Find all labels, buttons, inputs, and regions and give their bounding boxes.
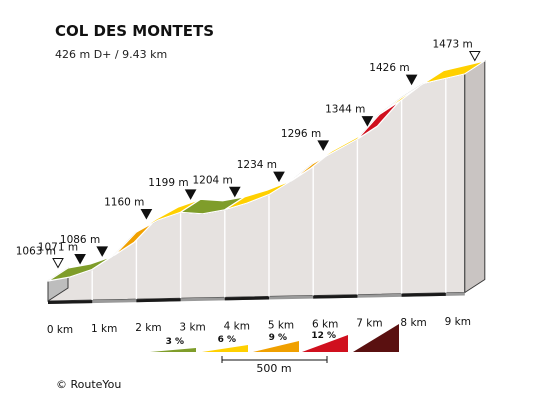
profile-geometry: 0 km 1 km 2 km 3 km 4 km 5 km 6 km 7 km 8 km 9 km… [16, 38, 486, 336]
legend-percent-label: 9 % [269, 333, 287, 343]
chart-subtitle: 426 m D+ / 9.43 km [55, 48, 167, 61]
km-marker-triangle [317, 140, 330, 151]
elevation-label: 1199 m [148, 177, 188, 189]
km-tick-label: 7 km [356, 318, 382, 330]
legend-wedge-6-9 [253, 341, 299, 352]
base-strip-dark [401, 292, 446, 297]
scale-label: 500 m [256, 362, 291, 375]
elevation-label: 1344 m [325, 104, 365, 116]
km-tick-label: 6 km [312, 319, 338, 331]
km-marker-triangle [405, 74, 418, 86]
km-marker-triangle [140, 209, 153, 220]
base-strip-dark [136, 298, 181, 303]
km-tick-label: 0 km [47, 324, 73, 336]
km-tick-label: 9 km [445, 316, 471, 328]
endpoint-marker-open [52, 258, 64, 269]
elevation-label: 1426 m [369, 62, 409, 74]
elevation-label: 1086 m [60, 234, 100, 246]
legend-wedge-12+ [353, 324, 399, 352]
elevation-label: 1160 m [104, 197, 144, 209]
legend-percent-label: 12 % [311, 331, 336, 341]
legend-percent-label: 3 % [166, 337, 184, 347]
km-tick-label: 8 km [400, 317, 426, 329]
km-tick-label: 1 km [91, 323, 117, 335]
elevation-label: 1063 m [16, 246, 56, 258]
gradient-legend: 3 % 6 % 9 % 12 % 500 m [150, 324, 399, 375]
km-tick-label: 2 km [135, 322, 161, 334]
legend-wedge-0-3 [150, 348, 196, 352]
elevation-label: 1473 m [433, 38, 473, 50]
km-marker-triangle [96, 246, 109, 257]
km-marker-triangle [74, 253, 86, 265]
elevation-label: 1296 m [281, 128, 321, 140]
elevation-label: 1204 m [193, 174, 233, 186]
km-marker-triangle [273, 171, 285, 183]
legend-wedge-3-6 [202, 345, 248, 352]
elevation-label: 1071 m [38, 241, 78, 253]
base-strip-dark [224, 296, 269, 301]
profile-end-wall [464, 60, 486, 294]
elevation-label: 1234 m [237, 159, 277, 171]
base-strip-dark [48, 300, 93, 304]
grade-segment-3-6 [378, 60, 486, 115]
endpoint-marker-open [468, 50, 481, 62]
legend-percent-label: 6 % [218, 335, 236, 345]
credit-text: © RouteYou [56, 378, 121, 391]
km-tick-label: 3 km [179, 321, 205, 333]
km-tick-label: 5 km [268, 320, 294, 332]
km-marker-triangle [228, 186, 241, 198]
legend-wedge-9-12 [302, 335, 348, 352]
km-marker-triangle [361, 116, 374, 127]
base-strip-dark [313, 294, 358, 299]
km-marker-triangle [184, 189, 197, 200]
km-tick-label: 4 km [224, 320, 250, 332]
chart-title: COL DES MONTETS [55, 22, 214, 40]
